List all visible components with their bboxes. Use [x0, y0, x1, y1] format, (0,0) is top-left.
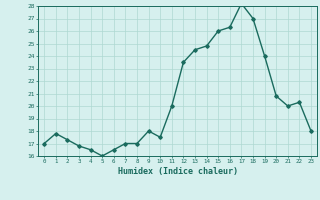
X-axis label: Humidex (Indice chaleur): Humidex (Indice chaleur): [118, 167, 238, 176]
